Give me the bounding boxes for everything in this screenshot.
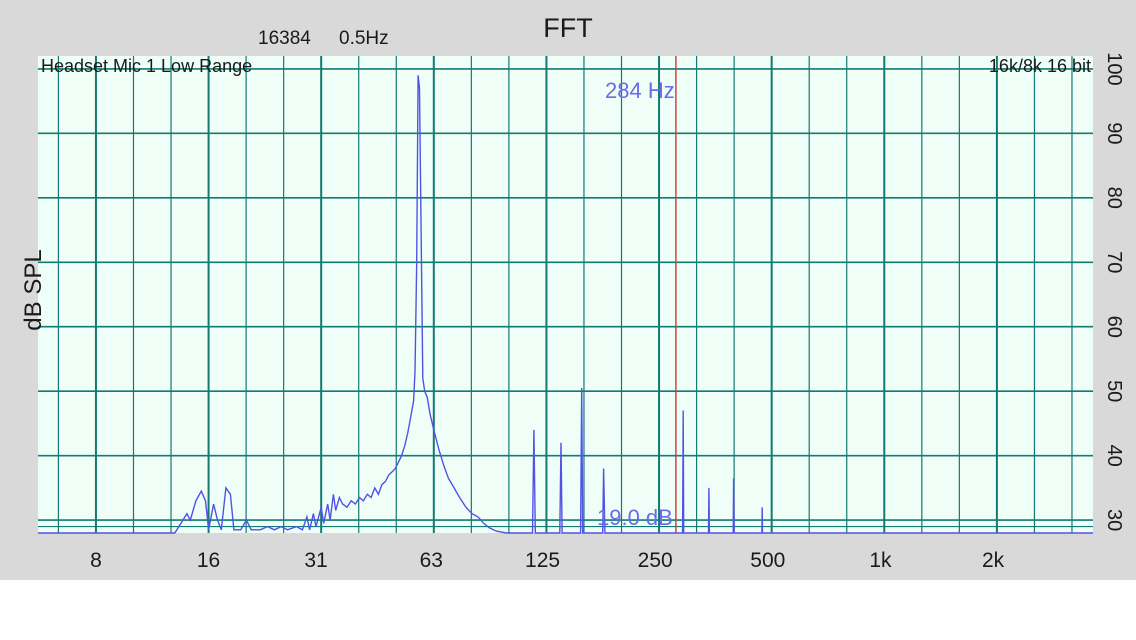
x-tick-label-63: 63 [420,549,443,572]
plot-area[interactable] [38,56,1093,533]
y-tick-label-70: 70 [1103,251,1125,273]
input-device-label[interactable]: Headset Mic 1 Low Range [41,56,252,76]
y-tick-label-60: 60 [1103,316,1125,338]
cursor-frequency-readout: 284 Hz [605,78,675,103]
x-tick-label-250: 250 [638,549,673,572]
x-tick-label-500: 500 [750,549,785,572]
horizontal-gridlines [38,68,1093,528]
y-tick-label-30: 30 [1103,509,1125,531]
spectrum-trace [38,75,1093,534]
x-tick-labels: 8 16 31 63 125 250 500 1k 2k [90,549,1005,572]
x-tick-label-16: 16 [197,549,220,572]
x-tick-label-31: 31 [304,549,327,572]
y-axis-title: dB SPL [20,249,47,330]
y-tick-label-40: 40 [1103,445,1125,467]
y-tick-labels: 30 40 50 60 70 80 90 100 [1103,52,1125,531]
x-tick-label-125: 125 [525,549,560,572]
vertical-gridlines [57,56,1073,533]
resolution-label: 0.5Hz [339,28,389,49]
cursor-level-readout: 19.0 dB [597,505,673,530]
y-tick-label-50: 50 [1103,380,1125,402]
y-tick-label-80: 80 [1103,187,1125,209]
chart-title: FFT [543,13,592,43]
x-tick-label-1k: 1k [869,549,892,572]
fft-size-label: 16384 [258,28,311,49]
x-tick-label-2k: 2k [982,549,1005,572]
format-label[interactable]: 16k/8k 16 bit [989,56,1091,76]
y-tick-label-100: 100 [1103,52,1125,85]
x-tick-label-8: 8 [90,549,102,572]
y-tick-label-90: 90 [1103,122,1125,144]
